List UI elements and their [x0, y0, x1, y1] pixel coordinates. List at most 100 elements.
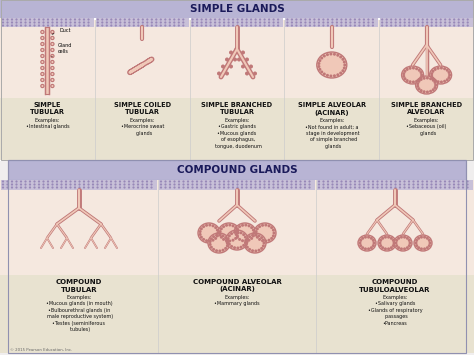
- Circle shape: [223, 21, 225, 23]
- Circle shape: [60, 18, 63, 21]
- Circle shape: [327, 180, 329, 182]
- Circle shape: [51, 67, 54, 69]
- Circle shape: [403, 77, 406, 80]
- Circle shape: [173, 21, 175, 23]
- Circle shape: [41, 61, 44, 63]
- Circle shape: [336, 18, 338, 21]
- Circle shape: [381, 237, 384, 240]
- Circle shape: [105, 184, 108, 186]
- Circle shape: [241, 184, 243, 186]
- Circle shape: [41, 55, 44, 57]
- Circle shape: [199, 233, 201, 236]
- Circle shape: [78, 186, 81, 189]
- Circle shape: [205, 24, 207, 27]
- Circle shape: [426, 180, 428, 182]
- Circle shape: [229, 65, 233, 69]
- Circle shape: [236, 227, 239, 230]
- Circle shape: [264, 21, 266, 23]
- Circle shape: [178, 24, 180, 27]
- Circle shape: [38, 24, 40, 27]
- Circle shape: [462, 18, 465, 21]
- Circle shape: [69, 18, 72, 21]
- Circle shape: [232, 180, 234, 182]
- Circle shape: [440, 81, 443, 83]
- Circle shape: [319, 68, 321, 71]
- Circle shape: [123, 180, 126, 182]
- Circle shape: [132, 186, 135, 189]
- Circle shape: [444, 18, 447, 21]
- Circle shape: [247, 224, 251, 227]
- Circle shape: [74, 24, 76, 27]
- Circle shape: [408, 21, 410, 23]
- Circle shape: [244, 236, 247, 239]
- Circle shape: [257, 234, 261, 237]
- Circle shape: [65, 180, 67, 182]
- Circle shape: [29, 21, 31, 23]
- Circle shape: [417, 184, 419, 186]
- Circle shape: [187, 186, 189, 189]
- Circle shape: [462, 186, 464, 189]
- Circle shape: [128, 18, 130, 21]
- Circle shape: [412, 180, 415, 182]
- Bar: [1, 180, 157, 190]
- Circle shape: [336, 184, 338, 186]
- Circle shape: [385, 184, 388, 186]
- Circle shape: [372, 244, 375, 247]
- Circle shape: [336, 73, 339, 76]
- Circle shape: [15, 180, 18, 182]
- Circle shape: [232, 21, 234, 23]
- Circle shape: [320, 70, 323, 73]
- Circle shape: [417, 180, 419, 182]
- Circle shape: [160, 180, 162, 182]
- Circle shape: [252, 229, 255, 231]
- Circle shape: [394, 24, 397, 27]
- Circle shape: [333, 74, 336, 77]
- Circle shape: [379, 241, 382, 245]
- Circle shape: [447, 76, 450, 79]
- Circle shape: [372, 186, 374, 189]
- Circle shape: [354, 184, 356, 186]
- Circle shape: [78, 24, 81, 27]
- Circle shape: [87, 186, 90, 189]
- Bar: [95, 18, 190, 98]
- Circle shape: [229, 50, 233, 55]
- Bar: [0, 98, 95, 160]
- Text: Examples:
•Salivary glands
•Glands of respiratory
  passages
•Pancreas: Examples: •Salivary glands •Glands of re…: [368, 295, 422, 326]
- Circle shape: [237, 50, 241, 55]
- Circle shape: [466, 24, 469, 27]
- Text: SIMPLE BRANCHED
TUBULAR: SIMPLE BRANCHED TUBULAR: [201, 102, 273, 115]
- Circle shape: [341, 58, 345, 61]
- Circle shape: [241, 18, 243, 21]
- Circle shape: [33, 18, 36, 21]
- Circle shape: [244, 224, 247, 226]
- Circle shape: [217, 71, 221, 76]
- Circle shape: [339, 55, 342, 59]
- Circle shape: [233, 246, 236, 249]
- Circle shape: [237, 58, 241, 61]
- Circle shape: [323, 72, 326, 76]
- Circle shape: [246, 21, 248, 23]
- Circle shape: [92, 184, 94, 186]
- Circle shape: [2, 18, 4, 21]
- Circle shape: [448, 184, 451, 186]
- Circle shape: [150, 186, 153, 189]
- Circle shape: [201, 180, 202, 182]
- Circle shape: [205, 21, 207, 23]
- Circle shape: [246, 184, 247, 186]
- Circle shape: [417, 186, 419, 189]
- Circle shape: [142, 24, 144, 27]
- Circle shape: [408, 18, 410, 21]
- Text: SIMPLE GLANDS: SIMPLE GLANDS: [190, 4, 284, 14]
- Circle shape: [421, 180, 424, 182]
- Circle shape: [264, 180, 265, 182]
- Circle shape: [428, 244, 431, 247]
- Circle shape: [33, 21, 36, 23]
- Circle shape: [381, 24, 383, 27]
- Circle shape: [453, 180, 455, 182]
- Circle shape: [51, 31, 54, 33]
- Circle shape: [238, 238, 241, 241]
- Circle shape: [434, 81, 437, 84]
- Circle shape: [327, 21, 329, 23]
- Circle shape: [426, 246, 429, 249]
- Circle shape: [372, 180, 374, 182]
